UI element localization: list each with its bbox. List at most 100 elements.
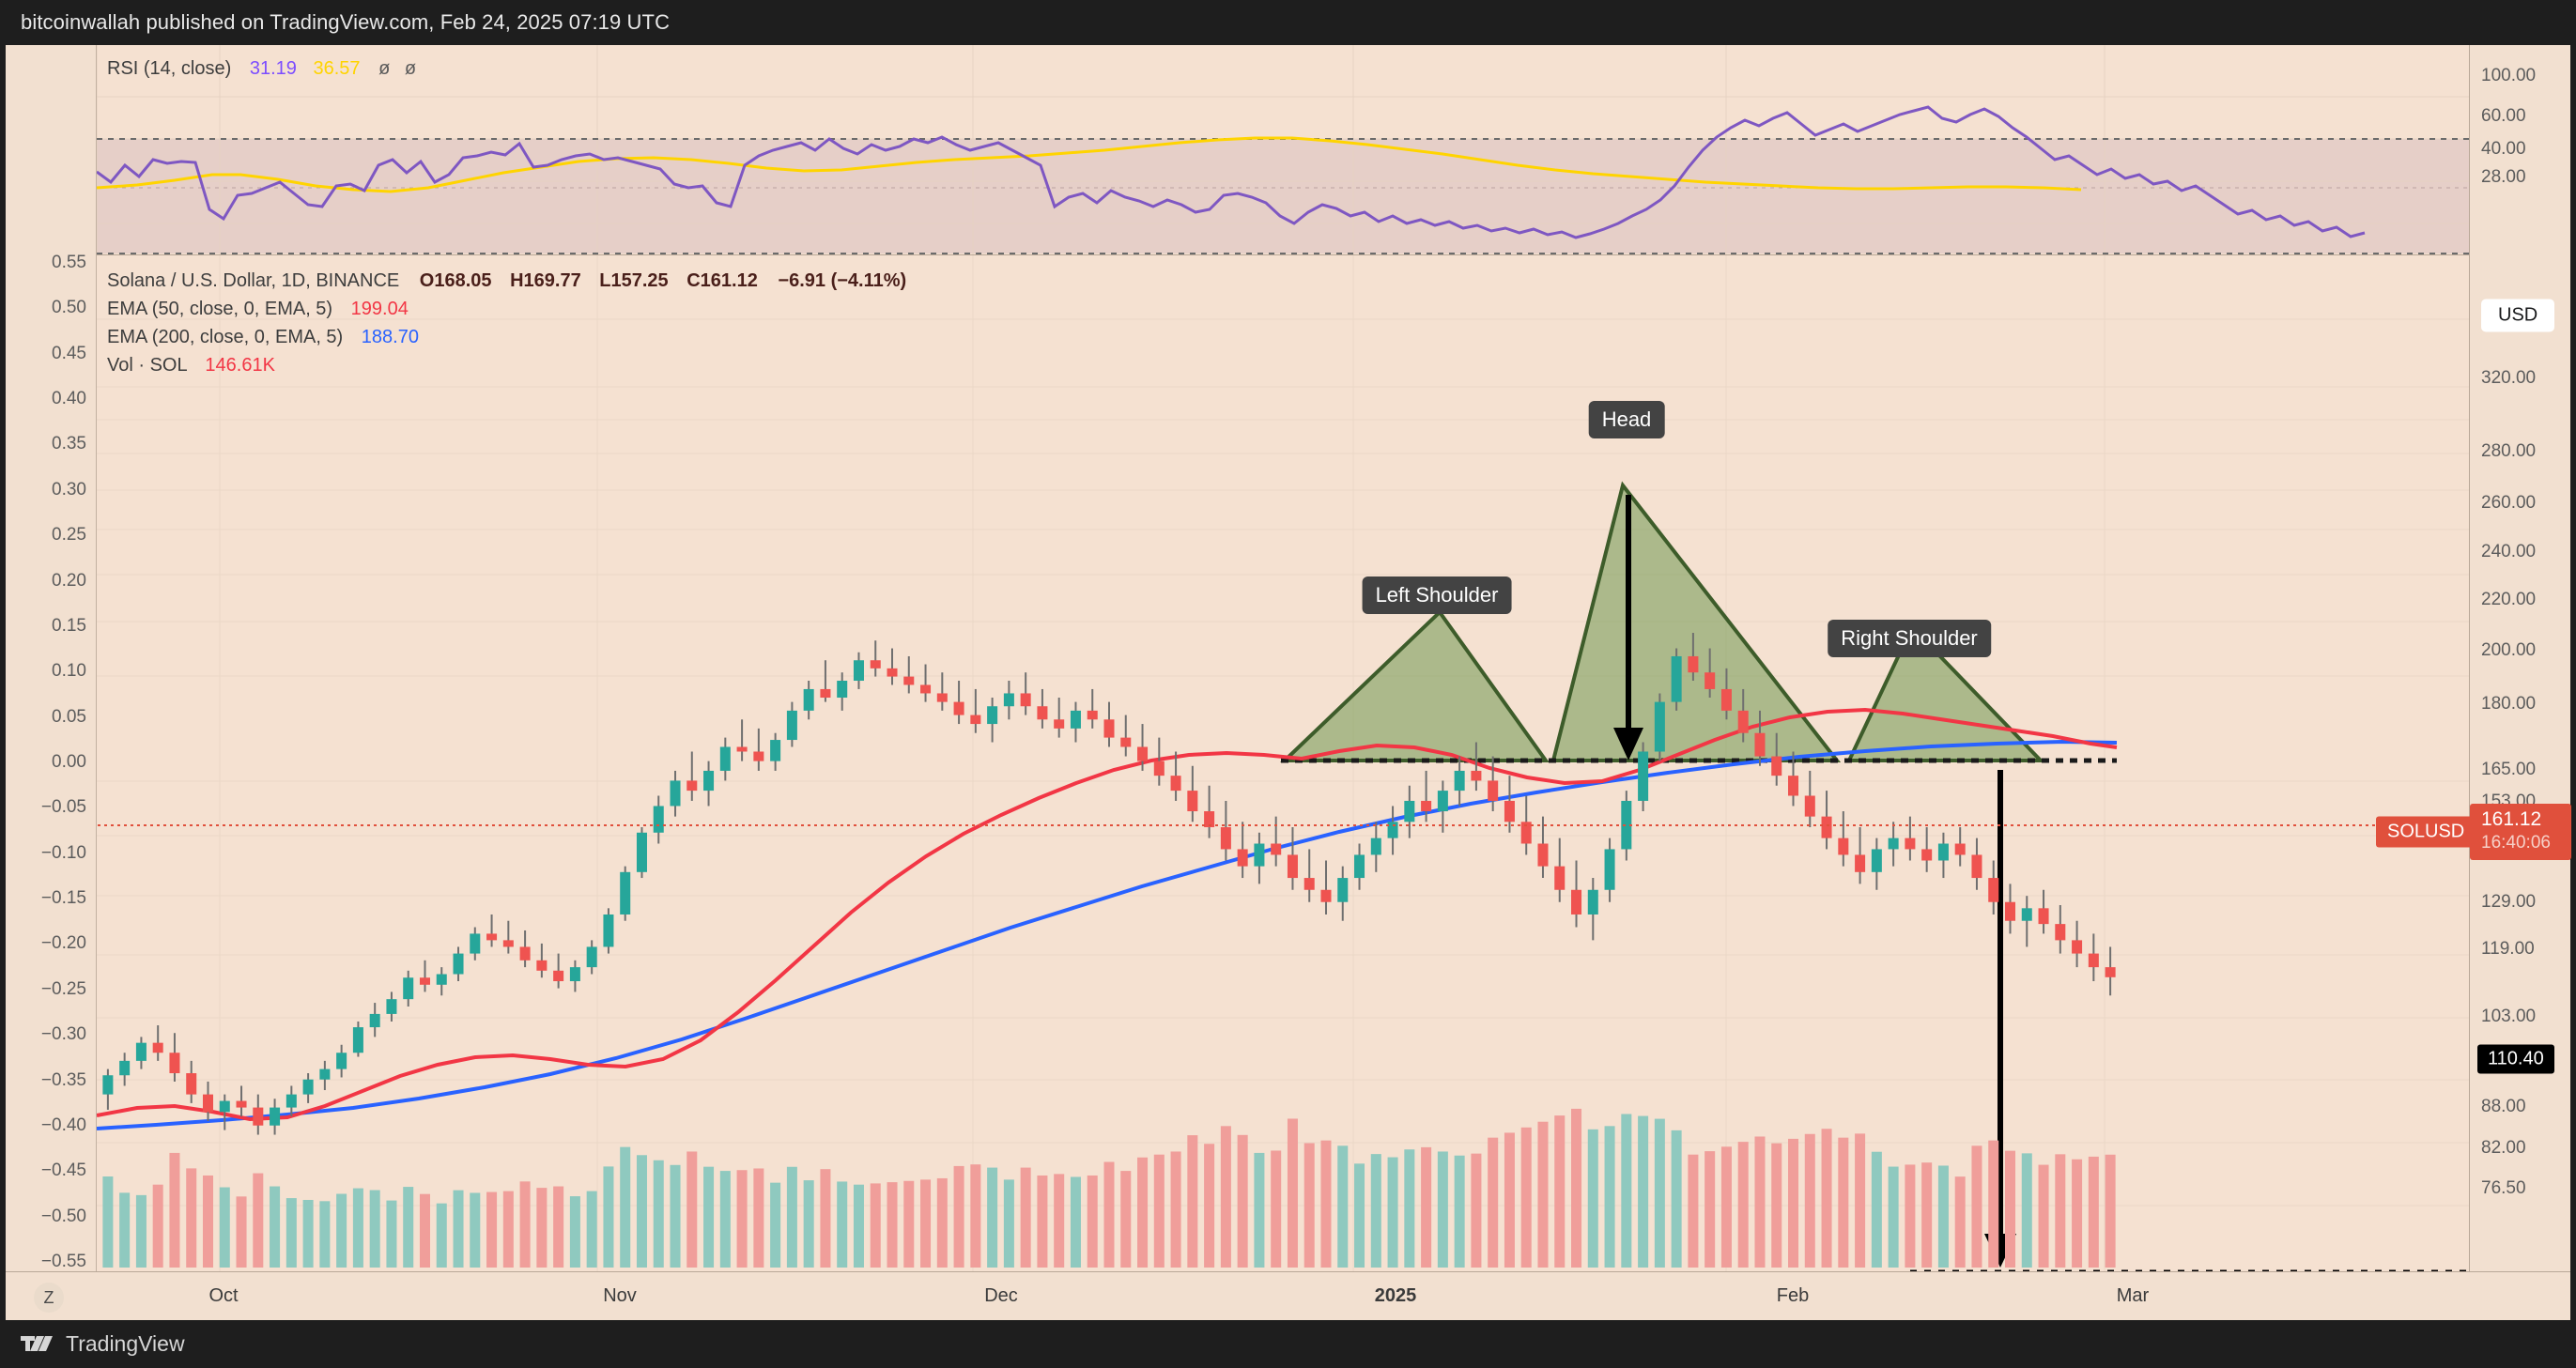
candle-body: [620, 871, 631, 915]
volume-bar: [1153, 1154, 1165, 1268]
currency-badge[interactable]: USD: [2481, 299, 2555, 332]
left-scale-tick: −0.10: [40, 842, 86, 863]
volume-series: [102, 1108, 2116, 1268]
volume-bar: [1971, 1145, 1982, 1268]
candle-body: [2055, 924, 2066, 941]
instrument-title: Solana / U.S. Dollar, 1D, BINANCE: [107, 270, 400, 291]
candle-body: [336, 1053, 347, 1069]
rsi-legend-name: RSI (14, close): [107, 58, 232, 79]
candle-body: [1153, 761, 1165, 776]
volume-bar: [1704, 1151, 1716, 1268]
volume-bar: [569, 1196, 580, 1268]
volume-bar: [419, 1193, 430, 1268]
left-percent-scale[interactable]: 0.55 0.50 0.45 0.40 0.35 0.30 0.25 0.20 0.15 0.10…: [6, 253, 97, 1271]
volume-bar: [1905, 1164, 1916, 1268]
candle-body: [1604, 849, 1615, 890]
volume-bar: [1754, 1136, 1766, 1268]
left-scale-tick: −0.20: [40, 933, 86, 954]
candle-body: [486, 933, 498, 941]
publisher-watermark-text: bitcoinwallah published on TradingView.c…: [21, 10, 671, 34]
left-scale-tick: 0.00: [52, 752, 86, 772]
head-and-shoulders-pattern: [1280, 481, 2469, 1271]
candle-body: [519, 946, 531, 961]
head-label: Head: [1588, 401, 1665, 438]
volume-bar: [1604, 1126, 1615, 1268]
tradingview-logo-icon: [21, 1335, 53, 1351]
ema50-line: [96, 707, 2118, 1122]
volume-bar: [1804, 1133, 1815, 1268]
volume-bar: [102, 1176, 114, 1268]
time-axis[interactable]: Oct Nov Dec 2025 Feb Mar Z: [6, 1271, 2570, 1320]
left-scale-tick: −0.55: [40, 1252, 86, 1271]
candle-body: [302, 1079, 314, 1095]
volume-bar: [202, 1175, 214, 1268]
volume-bar: [1921, 1162, 1933, 1268]
candle-body: [753, 751, 764, 761]
candle-body: [135, 1042, 147, 1061]
candle-body: [470, 933, 481, 954]
candle-body: [1871, 849, 1882, 872]
volume-bar: [987, 1167, 998, 1268]
volume-bar: [653, 1160, 664, 1268]
volume-bar: [186, 1168, 197, 1268]
left-scale-tick: −0.45: [40, 1160, 86, 1181]
candle-body: [253, 1107, 264, 1126]
price-plot: [6, 255, 2469, 1271]
volume-bar: [352, 1188, 363, 1268]
candle-body: [1537, 843, 1549, 867]
left-scale-tick: 0.35: [52, 434, 86, 454]
candle-body: [152, 1042, 163, 1053]
volume-bar: [1671, 1130, 1682, 1268]
candle-body: [987, 706, 998, 725]
volume-bar: [1454, 1155, 1465, 1268]
candle-body: [1037, 706, 1048, 720]
price-scale-tick: 76.50: [2481, 1178, 2526, 1198]
candle-body: [1020, 693, 1031, 707]
publisher-watermark-bar: bitcoinwallah published on TradingView.c…: [0, 0, 2576, 45]
volume-legend-row: Vol · SOL 146.61K: [107, 351, 906, 379]
left-scale-tick: −0.15: [40, 888, 86, 909]
ohlc-high: H169.77: [510, 270, 581, 291]
left-scale-tick: −0.25: [40, 978, 86, 999]
ema200-legend-name: EMA (200, close, 0, EMA, 5): [107, 327, 344, 347]
head-measure-arrow: [1613, 495, 1643, 761]
candle-body: [820, 688, 831, 699]
candle-body: [1204, 811, 1215, 828]
volume-bar: [1204, 1144, 1215, 1268]
candle-body: [1387, 822, 1398, 838]
time-axis-tick: Feb: [1776, 1285, 1810, 1306]
volume-bar: [1554, 1115, 1566, 1268]
candle-body: [1404, 800, 1415, 822]
candle-body: [2021, 908, 2032, 921]
candle-body: [920, 684, 932, 694]
price-scale-tick: 240.00: [2481, 542, 2537, 561]
candle-body: [653, 806, 664, 833]
candle-body: [1654, 701, 1665, 752]
rsi-legend-extra-1: ø: [378, 58, 391, 79]
price-scale-tick: 220.00: [2481, 590, 2537, 609]
candle-body: [1471, 770, 1482, 781]
right-shoulder-label: Right Shoulder: [1828, 620, 1991, 657]
volume-bar: [2072, 1159, 2083, 1268]
candle-body: [970, 715, 981, 725]
volume-bar: [1571, 1108, 1582, 1268]
volume-bar: [1537, 1121, 1549, 1268]
volume-bar: [603, 1166, 614, 1268]
ema50-legend-row: EMA (50, close, 0, EMA, 5) 199.04: [107, 295, 906, 323]
candle-body: [1704, 672, 1716, 689]
volume-bar: [336, 1193, 347, 1268]
volume-bar: [319, 1201, 331, 1268]
candle-body: [1988, 878, 1999, 902]
tradingview-brand[interactable]: TradingView: [21, 1331, 185, 1357]
volume-bar: [270, 1186, 281, 1268]
volume-bar: [1387, 1157, 1398, 1268]
price-scale-tick: 280.00: [2481, 441, 2537, 461]
reset-zoom-button[interactable]: Z: [34, 1283, 64, 1313]
rsi-scale-tick: 60.00: [2481, 106, 2526, 126]
volume-legend-value: 146.61K: [205, 355, 275, 376]
candle-body: [1554, 866, 1566, 890]
right-price-scale[interactable]: 100.00 60.00 40.00 28.00 USD 320.00 280.00 26…: [2469, 45, 2571, 1320]
candle-body: [1187, 791, 1198, 812]
volume-bar: [2105, 1154, 2116, 1268]
